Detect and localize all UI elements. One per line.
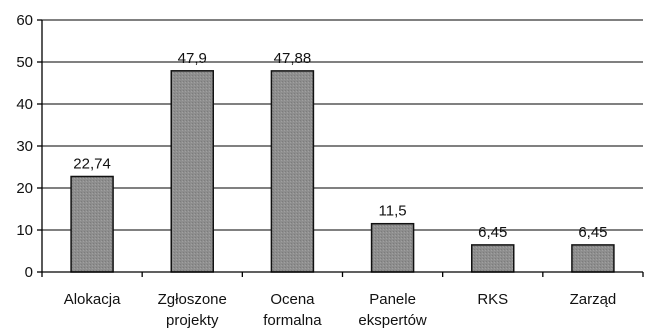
- bar: [571, 244, 615, 273]
- bar: [471, 244, 515, 273]
- category-label: Zgłoszone projekty: [158, 291, 227, 329]
- category-label: Alokacja: [64, 291, 121, 308]
- bar: [70, 175, 114, 273]
- bars: [70, 70, 615, 273]
- category-label: Zarząd: [570, 291, 617, 308]
- y-tick-labels: 0 10 20 30 40 50 60: [16, 12, 33, 281]
- y-tick-label: 0: [25, 264, 33, 281]
- gridlines: [42, 19, 643, 231]
- data-label: 47,9: [178, 50, 207, 67]
- bar: [370, 222, 415, 273]
- y-tick-label: 40: [16, 96, 33, 113]
- data-labels: 22,74 47,9 47,88 11,5 6,45 6,45: [73, 50, 607, 241]
- category-label: Ocena formalna: [263, 291, 322, 329]
- y-tick-label: 60: [16, 12, 33, 29]
- data-label: 47,88: [274, 50, 312, 67]
- y-tick-label: 50: [16, 54, 33, 71]
- data-label: 6,45: [478, 224, 507, 241]
- y-tick-label: 20: [16, 180, 33, 197]
- y-tick-label: 30: [16, 138, 33, 155]
- data-label: 11,5: [379, 203, 407, 220]
- category-label: Panele ekspertów: [358, 291, 427, 329]
- category-labels: Alokacja Zgłoszone projekty Ocena formalna Pa…: [64, 291, 617, 329]
- bar: [270, 70, 315, 273]
- category-label: RKS: [477, 291, 508, 308]
- y-tick-label: 10: [16, 222, 33, 239]
- axes: [37, 19, 644, 277]
- data-label: 22,74: [73, 155, 111, 172]
- data-label: 6,45: [578, 224, 607, 241]
- bar: [170, 70, 214, 273]
